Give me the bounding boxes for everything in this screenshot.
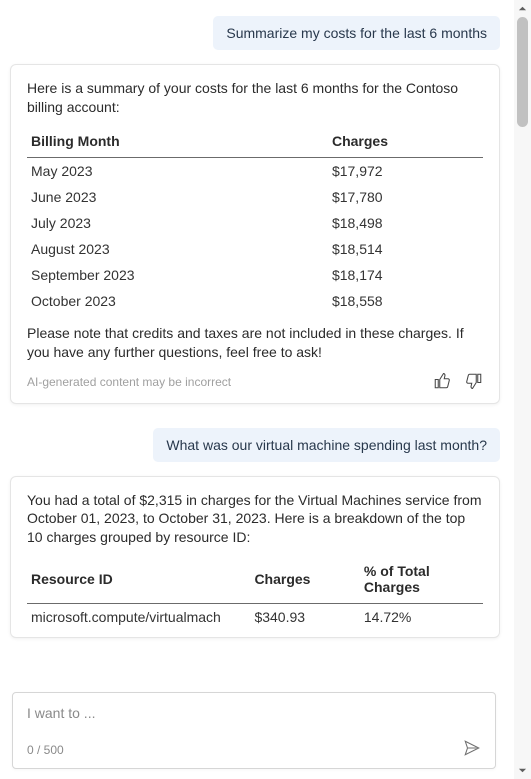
chat-input[interactable]: I want to ... 0 / 500 <box>12 692 496 769</box>
table-header: % of Total Charges <box>360 557 483 604</box>
vm-charges-table: Resource ID Charges % of Total Charges m… <box>27 557 483 630</box>
send-icon[interactable] <box>463 739 481 760</box>
chat-scroll-area: Summarize my costs for the last 6 months… <box>0 0 514 779</box>
ai-disclaimer: AI-generated content may be incorrect <box>27 375 231 389</box>
scroll-thumb[interactable] <box>517 17 528 127</box>
thumbs-up-icon[interactable] <box>433 372 451 393</box>
scroll-track[interactable] <box>514 17 531 762</box>
table-header: Charges <box>250 557 359 604</box>
scrollbar[interactable] <box>514 0 531 779</box>
cost-summary-table: Billing Month Charges May 2023$17,972 Ju… <box>27 127 483 314</box>
table-header: Resource ID <box>27 557 250 604</box>
user-message: Summarize my costs for the last 6 months <box>213 16 500 50</box>
ai-intro-text: Here is a summary of your costs for the … <box>27 79 483 117</box>
table-row: microsoft.compute/virtualmach $340.93 14… <box>27 604 483 631</box>
table-row: October 2023$18,558 <box>27 288 483 314</box>
input-placeholder: I want to ... <box>27 705 481 721</box>
ai-response-card: Here is a summary of your costs for the … <box>10 64 500 404</box>
table-row: July 2023$18,498 <box>27 210 483 236</box>
table-row: September 2023$18,174 <box>27 262 483 288</box>
table-header: Charges <box>328 127 483 158</box>
scroll-down-icon[interactable] <box>514 762 531 779</box>
ai-outro-text: Please note that credits and taxes are n… <box>27 324 483 362</box>
table-row: June 2023$17,780 <box>27 184 483 210</box>
table-header: Billing Month <box>27 127 328 158</box>
user-message: What was our virtual machine spending la… <box>153 428 500 462</box>
table-row: May 2023$17,972 <box>27 157 483 184</box>
thumbs-down-icon[interactable] <box>465 372 483 393</box>
char-counter: 0 / 500 <box>27 743 64 757</box>
ai-response-card: You had a total of $2,315 in charges for… <box>10 476 500 638</box>
scroll-up-icon[interactable] <box>514 0 531 17</box>
table-row: August 2023$18,514 <box>27 236 483 262</box>
ai-intro-text: You had a total of $2,315 in charges for… <box>27 491 483 548</box>
